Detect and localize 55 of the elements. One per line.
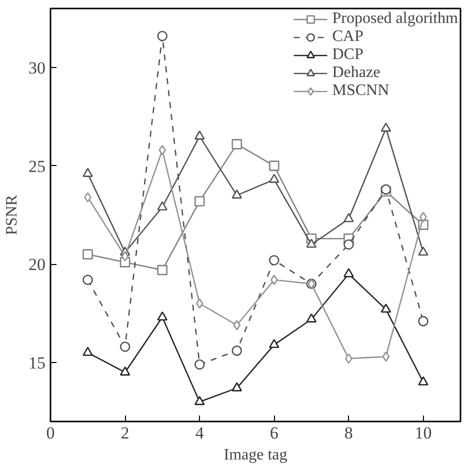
point: [344, 239, 354, 250]
point: [344, 268, 354, 278]
point: [82, 346, 93, 356]
legend-label: Proposed algorithm: [332, 10, 458, 28]
x-tick-label: 4: [195, 424, 204, 442]
point: [232, 189, 242, 199]
x-tick-label: 2: [120, 424, 130, 442]
point: [418, 376, 428, 386]
y-tick-label: 25: [28, 156, 46, 176]
point: [232, 382, 242, 392]
point: [418, 246, 428, 256]
legend-label: DCP: [332, 46, 364, 64]
point: [157, 30, 168, 42]
point: [121, 251, 129, 262]
point: [380, 304, 392, 313]
point: [306, 313, 317, 322]
point: [157, 311, 168, 321]
point: [233, 320, 241, 330]
legend-label: CAP: [332, 28, 364, 46]
x-tick-label: 10: [414, 424, 432, 442]
point: [382, 351, 390, 362]
y-tick-label: 20: [28, 255, 46, 274]
x-axis-title: Image tag: [224, 446, 288, 464]
x-tick-label: 6: [270, 424, 278, 442]
point: [194, 396, 205, 406]
point: [268, 255, 280, 266]
point: [82, 249, 93, 260]
legend-label: Dehaze: [332, 64, 380, 82]
point: [194, 196, 205, 206]
legend-label: MSCNN: [332, 82, 390, 100]
point: [418, 316, 428, 326]
point: [82, 274, 93, 286]
point: [270, 274, 278, 286]
point: [157, 201, 168, 210]
y-tick-label: 15: [28, 354, 46, 372]
point: [120, 366, 130, 376]
point: [306, 238, 317, 248]
y-tick-label: 30: [28, 58, 46, 78]
point: [157, 264, 168, 276]
point: [232, 346, 242, 356]
point: [380, 122, 392, 132]
point: [268, 160, 280, 171]
point: [84, 192, 92, 202]
point: [82, 168, 93, 177]
x-tick-label: 0: [46, 424, 55, 442]
point: [268, 174, 280, 183]
point: [344, 213, 354, 222]
point: [268, 338, 280, 348]
point: [196, 298, 204, 309]
point: [194, 359, 205, 370]
x-tick-label: 8: [344, 424, 353, 442]
point: [232, 139, 242, 150]
point: [120, 342, 130, 352]
point: [194, 130, 205, 140]
y-axis-title: PSNR: [4, 194, 20, 236]
